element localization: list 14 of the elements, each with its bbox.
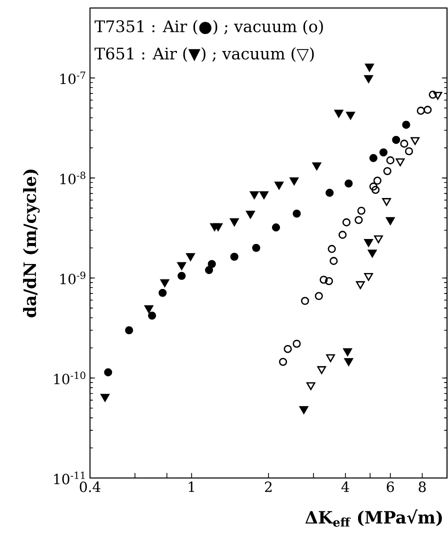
x-tick-label: 0.4 [80,482,100,492]
x-tick-label: 1 [188,482,194,492]
y-axis-title: da/dN (m/cycle) [23,170,40,318]
x-tick-label: 8 [418,482,426,492]
y-tick-label: 10$^{-10}$ [54,372,86,384]
y-tick-label: 10$^{-9}$ [60,272,86,284]
y-tick-label: 10$^{-8}$ [60,172,86,184]
x-tick-label: 2 [265,482,272,492]
y-tick-label: 10$^{-7}$ [60,72,86,84]
x-tick-label: 6 [386,482,394,492]
text: ΔK$_{eff}$ (MPa√m) [305,509,442,527]
annotation: T7351 : Air (●) ; vacuum (o) [94,20,323,35]
annotation: T651 : Air (▼) ; vacuum (▽) [94,47,314,62]
x-tick-label: 4 [341,482,350,492]
